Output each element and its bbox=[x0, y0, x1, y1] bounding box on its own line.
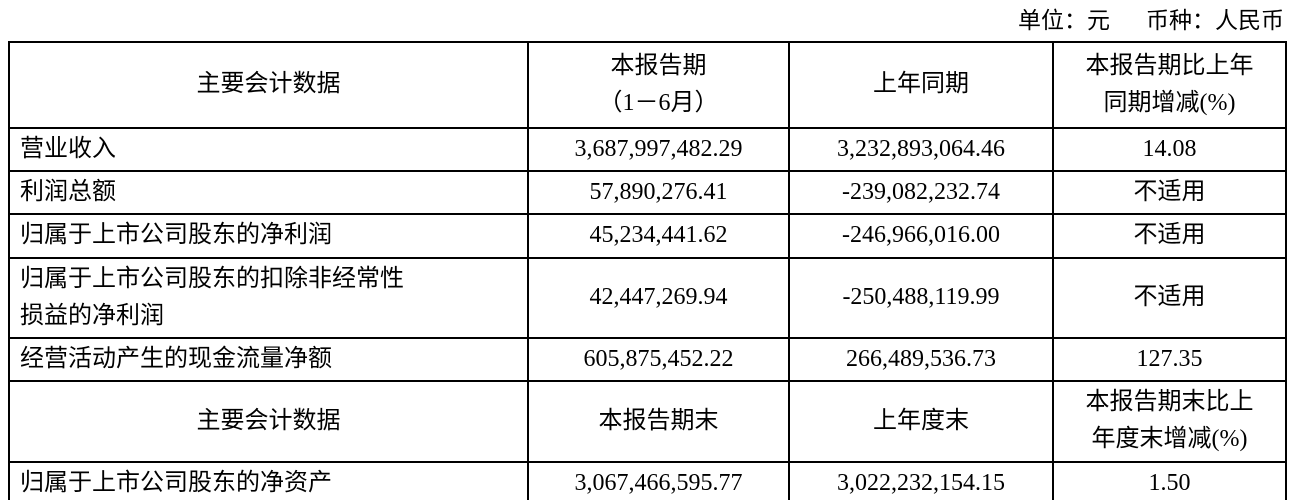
row-label-cell: 归属于上市公司股东的净利润 bbox=[8, 213, 529, 259]
table-row-net-profit-excl-nonrecurring: 归属于上市公司股东的扣除非经常性 损益的净利润 42,447,269.94 -2… bbox=[8, 256, 1287, 339]
header-main-accounting-data: 主要会计数据 bbox=[8, 41, 529, 129]
current-period-cell: 605,875,452.22 bbox=[527, 336, 790, 383]
row-label-cell: 利润总额 bbox=[8, 170, 529, 216]
change-cell: 不适用 bbox=[1052, 256, 1287, 339]
table-header-row-period-end: 主要会计数据 本报告期末 上年度末 本报告期末比上 年度末增减(%) bbox=[8, 380, 1287, 463]
header-current-period: 本报告期 （1－6月） bbox=[527, 41, 790, 129]
table-row-operating-revenue: 营业收入 3,687,997,482.29 3,232,893,064.46 1… bbox=[8, 126, 1287, 173]
unit-currency-line: 单位：元 币种：人民币 bbox=[1018, 7, 1284, 35]
header-main-accounting-data: 主要会计数据 bbox=[8, 380, 529, 463]
table-row-net-profit-attributable: 归属于上市公司股东的净利润 45,234,441.62 -246,966,016… bbox=[8, 213, 1287, 259]
row-label-cell: 经营活动产生的现金流量净额 bbox=[8, 336, 529, 383]
change-cell: 1.50 bbox=[1052, 460, 1287, 500]
prior-period-cell: 3,022,232,154.15 bbox=[788, 460, 1054, 500]
row-label-cell: 营业收入 bbox=[8, 126, 529, 173]
current-period-cell: 45,234,441.62 bbox=[527, 213, 790, 259]
change-cell: 14.08 bbox=[1052, 126, 1287, 173]
table-header-row-period: 主要会计数据 本报告期 （1－6月） 上年同期 本报告期比上年 同期增减(%) bbox=[8, 41, 1287, 129]
change-cell: 不适用 bbox=[1052, 213, 1287, 259]
table-row-operating-cash-flow: 经营活动产生的现金流量净额 605,875,452.22 266,489,536… bbox=[8, 336, 1287, 383]
table-row-net-assets-attributable: 归属于上市公司股东的净资产 3,067,466,595.77 3,022,232… bbox=[8, 460, 1287, 500]
change-cell: 127.35 bbox=[1052, 336, 1287, 383]
row-label-cell: 归属于上市公司股东的扣除非经常性 损益的净利润 bbox=[8, 256, 529, 339]
current-period-cell: 42,447,269.94 bbox=[527, 256, 790, 339]
prior-period-cell: -239,082,232.74 bbox=[788, 170, 1054, 216]
prior-period-cell: 3,232,893,064.46 bbox=[788, 126, 1054, 173]
header-current-period-end: 本报告期末 bbox=[527, 380, 790, 463]
table-row-total-profit: 利润总额 57,890,276.41 -239,082,232.74 不适用 bbox=[8, 170, 1287, 216]
prior-period-cell: -246,966,016.00 bbox=[788, 213, 1054, 259]
unit-label: 单位：元 bbox=[1018, 8, 1110, 33]
header-period-change-percent: 本报告期比上年 同期增减(%) bbox=[1052, 41, 1287, 129]
financial-summary-table: 主要会计数据 本报告期 （1－6月） 上年同期 本报告期比上年 同期增减(%) … bbox=[8, 41, 1287, 500]
row-label-cell: 归属于上市公司股东的净资产 bbox=[8, 460, 529, 500]
current-period-cell: 3,067,466,595.77 bbox=[527, 460, 790, 500]
current-period-cell: 3,687,997,482.29 bbox=[527, 126, 790, 173]
currency-label: 币种：人民币 bbox=[1146, 8, 1284, 33]
header-prior-year-same-period: 上年同期 bbox=[788, 41, 1054, 129]
current-period-cell: 57,890,276.41 bbox=[527, 170, 790, 216]
header-prior-year-end: 上年度末 bbox=[788, 380, 1054, 463]
header-period-end-change-percent: 本报告期末比上 年度末增减(%) bbox=[1052, 380, 1287, 463]
change-cell: 不适用 bbox=[1052, 170, 1287, 216]
prior-period-cell: -250,488,119.99 bbox=[788, 256, 1054, 339]
prior-period-cell: 266,489,536.73 bbox=[788, 336, 1054, 383]
